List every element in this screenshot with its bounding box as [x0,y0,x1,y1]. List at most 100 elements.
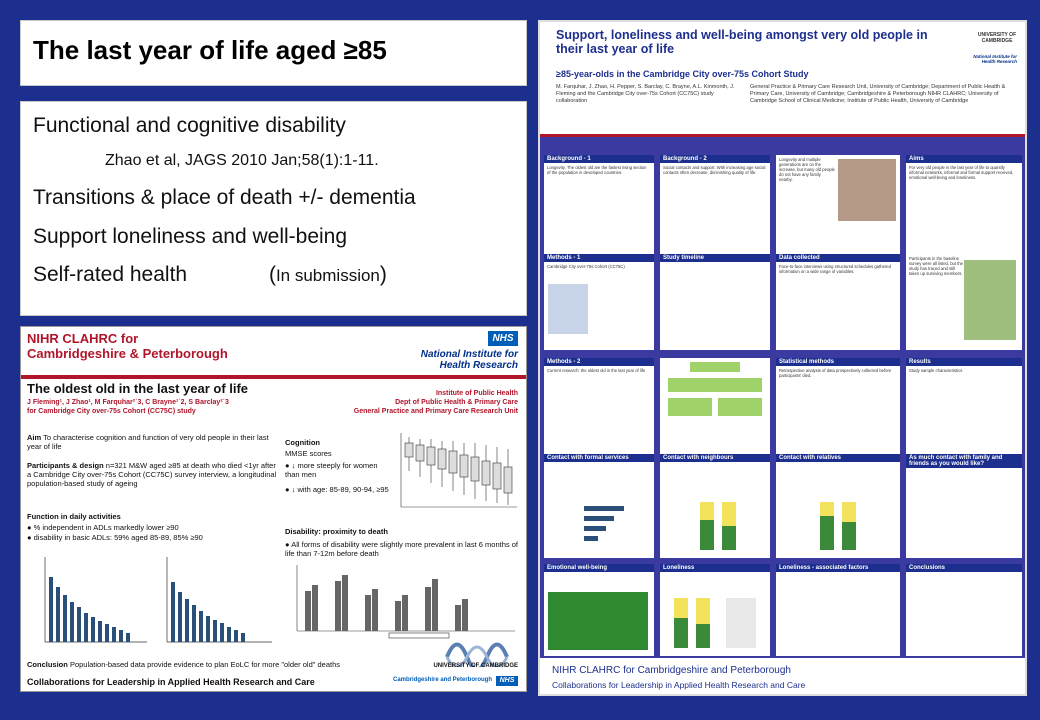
cog3: ↓ with age: 85-89, 90-94, ≥95 [291,485,389,494]
right-poster-band [540,134,1025,137]
authors-line2: for Cambridge City over-75s Cohort (CC75… [27,408,196,415]
neighbours-chart [700,502,736,550]
helix-graphic [445,642,509,667]
panel-heading: Loneliness - associated factors [776,564,900,572]
participants-text: Participants & design n=321 M&W aged ≥85… [27,461,282,488]
pd-body: n=321 M&W aged ≥85 at death who died <1y… [27,461,277,488]
flow-box-mid [668,378,762,392]
panel-study-timeline: Study timeline [660,254,770,350]
right-footer-line1: NIHR CLAHRC for Cambridgeshire and Peter… [552,665,791,676]
panel-data-collected: Data collected Face-to-face interviews us… [776,254,900,350]
org-line1: NIHR CLAHRC for [27,331,139,346]
flow-box-top [690,362,740,372]
paren-open: ( [268,263,276,286]
authors-line1: J Fleming¹, J Zhao¹, M Farquhar²˙3, C Br… [27,399,229,406]
panel-body: Current research: the oldest old in the … [547,368,646,373]
right-cambridge-logo: UNIVERSITY OF CAMBRIDGE [977,32,1017,44]
flow-box-right [718,398,762,416]
right-nihr-logo: National Institute for Health Research [973,54,1017,64]
panel-heading: Aims [906,155,1022,163]
panel-aims: Aims For very old people in the last year… [906,155,1022,260]
panel-heading: As much contact with family and friends … [906,454,1022,468]
panel-body: Longevity and multiple generations are o… [779,157,835,182]
panel-heading: Contact with formal services [544,454,654,462]
list-item-self-rated-health: Self-rated health (In submission) [33,263,387,287]
right-poster-title: Support, loneliness and well-being among… [556,28,928,56]
left-poster-band [21,375,526,379]
clahrc-footer: Collaborations for Leadership in Applied… [27,677,315,687]
aim-body: To characterise cognition and function o… [27,433,269,451]
panel-body: Cambridge City over-75s Cohort (CC75C) [547,264,625,269]
conclusion-text: Conclusion Population-based data provide… [27,660,526,669]
panel-methods-1: Methods - 1 Cambridge City over-75s Cohor… [544,254,654,350]
panel-formal-services: Contact with formal services [544,454,654,558]
inst-line3: General Practice and Primary Care Resear… [353,408,518,415]
cambridge-logo: UNIVERSITY OF CAMBRIDGE [433,663,518,669]
nihr-line2: Health Research [439,360,518,371]
map-thumbnail [548,284,588,334]
inst-line1: Institute of Public Health [435,390,518,397]
panel-statistical-methods: Statistical methods Retrospective analysi… [776,358,900,456]
left-poster-institutions: Institute of Public Health Dept of Publi… [354,389,518,416]
pd-label: Participants & design [27,461,104,470]
disability-bullet: ● All forms of disability were slightly … [285,540,518,558]
cognition-bullet2: ● ↓ with age: 85-89, 90-94, ≥95 [285,485,389,494]
left-poster-header: NIHR CLAHRC for Cambridgeshire & Peterbo… [21,327,526,377]
cog2: ↓ more steeply for women than men [285,461,378,479]
disability-chart [285,561,521,641]
region-map [964,260,1016,340]
panel-heading: Contact with neighbours [660,454,770,462]
panel-heading: Loneliness [660,564,770,572]
list-item-functional: Functional and cognitive disability [33,114,346,137]
panel-heading: Results [906,358,1022,366]
paren-close: ) [379,263,387,286]
panel-body: Face-to-face interviews using structured… [779,264,891,274]
panel-background-2: Background - 2 Social contacts and suppor… [660,155,770,260]
nihr-line1: National Institute for [420,349,518,360]
panel-heading: Methods - 1 [544,254,654,262]
submission-note-text: In submission [275,266,380,285]
relatives-chart [820,502,856,550]
right-poster-subtitle: ≥85-year-olds in the Cambridge City over… [556,69,809,79]
right-footer-line2: Collaborations for Leadership in Applied… [552,680,806,690]
panel-heading: Conclusions [906,564,1022,572]
list-item-support: Support loneliness and well-being [33,225,348,248]
slide-title: The last year of life aged ≥85 [33,35,387,65]
panel-body: Participants in the baseline survey were… [909,256,963,276]
disability-heading: Disability: proximity to death [285,527,388,536]
panel-body: For very old people in the last year of … [909,165,1014,180]
dis1: All forms of disability were slightly mo… [285,540,518,558]
panel-heading: Background - 2 [660,155,770,163]
function-heading: Function in daily activities [27,512,121,521]
panel-body: Study sample characteristics [909,368,963,373]
aim-text: Aim To characterise cognition and functi… [27,433,282,451]
panel-heading: Emotional well-being [544,564,654,572]
cognition-bullet1: ● ↓ more steeply for women than men [285,461,378,479]
panel-methods-2: Methods - 2 Current research: the oldest … [544,358,654,456]
panel-heading: Statistical methods [776,358,900,366]
submission-note: (In submission) [269,263,387,286]
panel-relatives: Contact with relatives [776,454,900,558]
cognition-heading: Cognition [285,438,320,447]
panel-body: Retrospective analysis of data prospecti… [779,368,892,378]
flow-box-left [668,398,712,416]
panel-heading: Contact with relatives [776,454,900,462]
panel-conclusions: Conclusions [906,564,1022,656]
left-poster-footer: Collaborations for Leadership in Applied… [21,663,526,691]
function-bullet1: ● % independent in ADLs markedly lower ≥… [27,523,179,532]
list-item-transitions: Transitions & place of death +/- dementi… [33,186,416,209]
function-bullet2: ● disability in basic ADLs: 59% aged 85-… [27,533,203,542]
panel-body: Longevity. The oldest old are the fastes… [547,165,647,175]
org-line2: Cambridgeshire & Peterborough [27,346,228,361]
nihr-logo: National Institute for Health Research [421,349,518,371]
loneliness-chart [674,598,756,648]
slide-content-box: Functional and cognitive disability Zhao… [20,101,527,316]
panel-participants-map: Participants in the baseline survey were… [906,254,1022,350]
right-poster-image: Support, loneliness and well-being among… [538,20,1027,696]
panel-results: Results Study sample characteristics [906,358,1022,456]
formal-services-chart [584,506,624,541]
panel-loneliness-factors: Loneliness - associated factors [776,564,900,656]
left-poster-org: NIHR CLAHRC for Cambridgeshire & Peterbo… [27,331,228,361]
panel-loneliness: Loneliness [660,564,770,656]
panel-heading: Methods - 2 [544,358,654,366]
